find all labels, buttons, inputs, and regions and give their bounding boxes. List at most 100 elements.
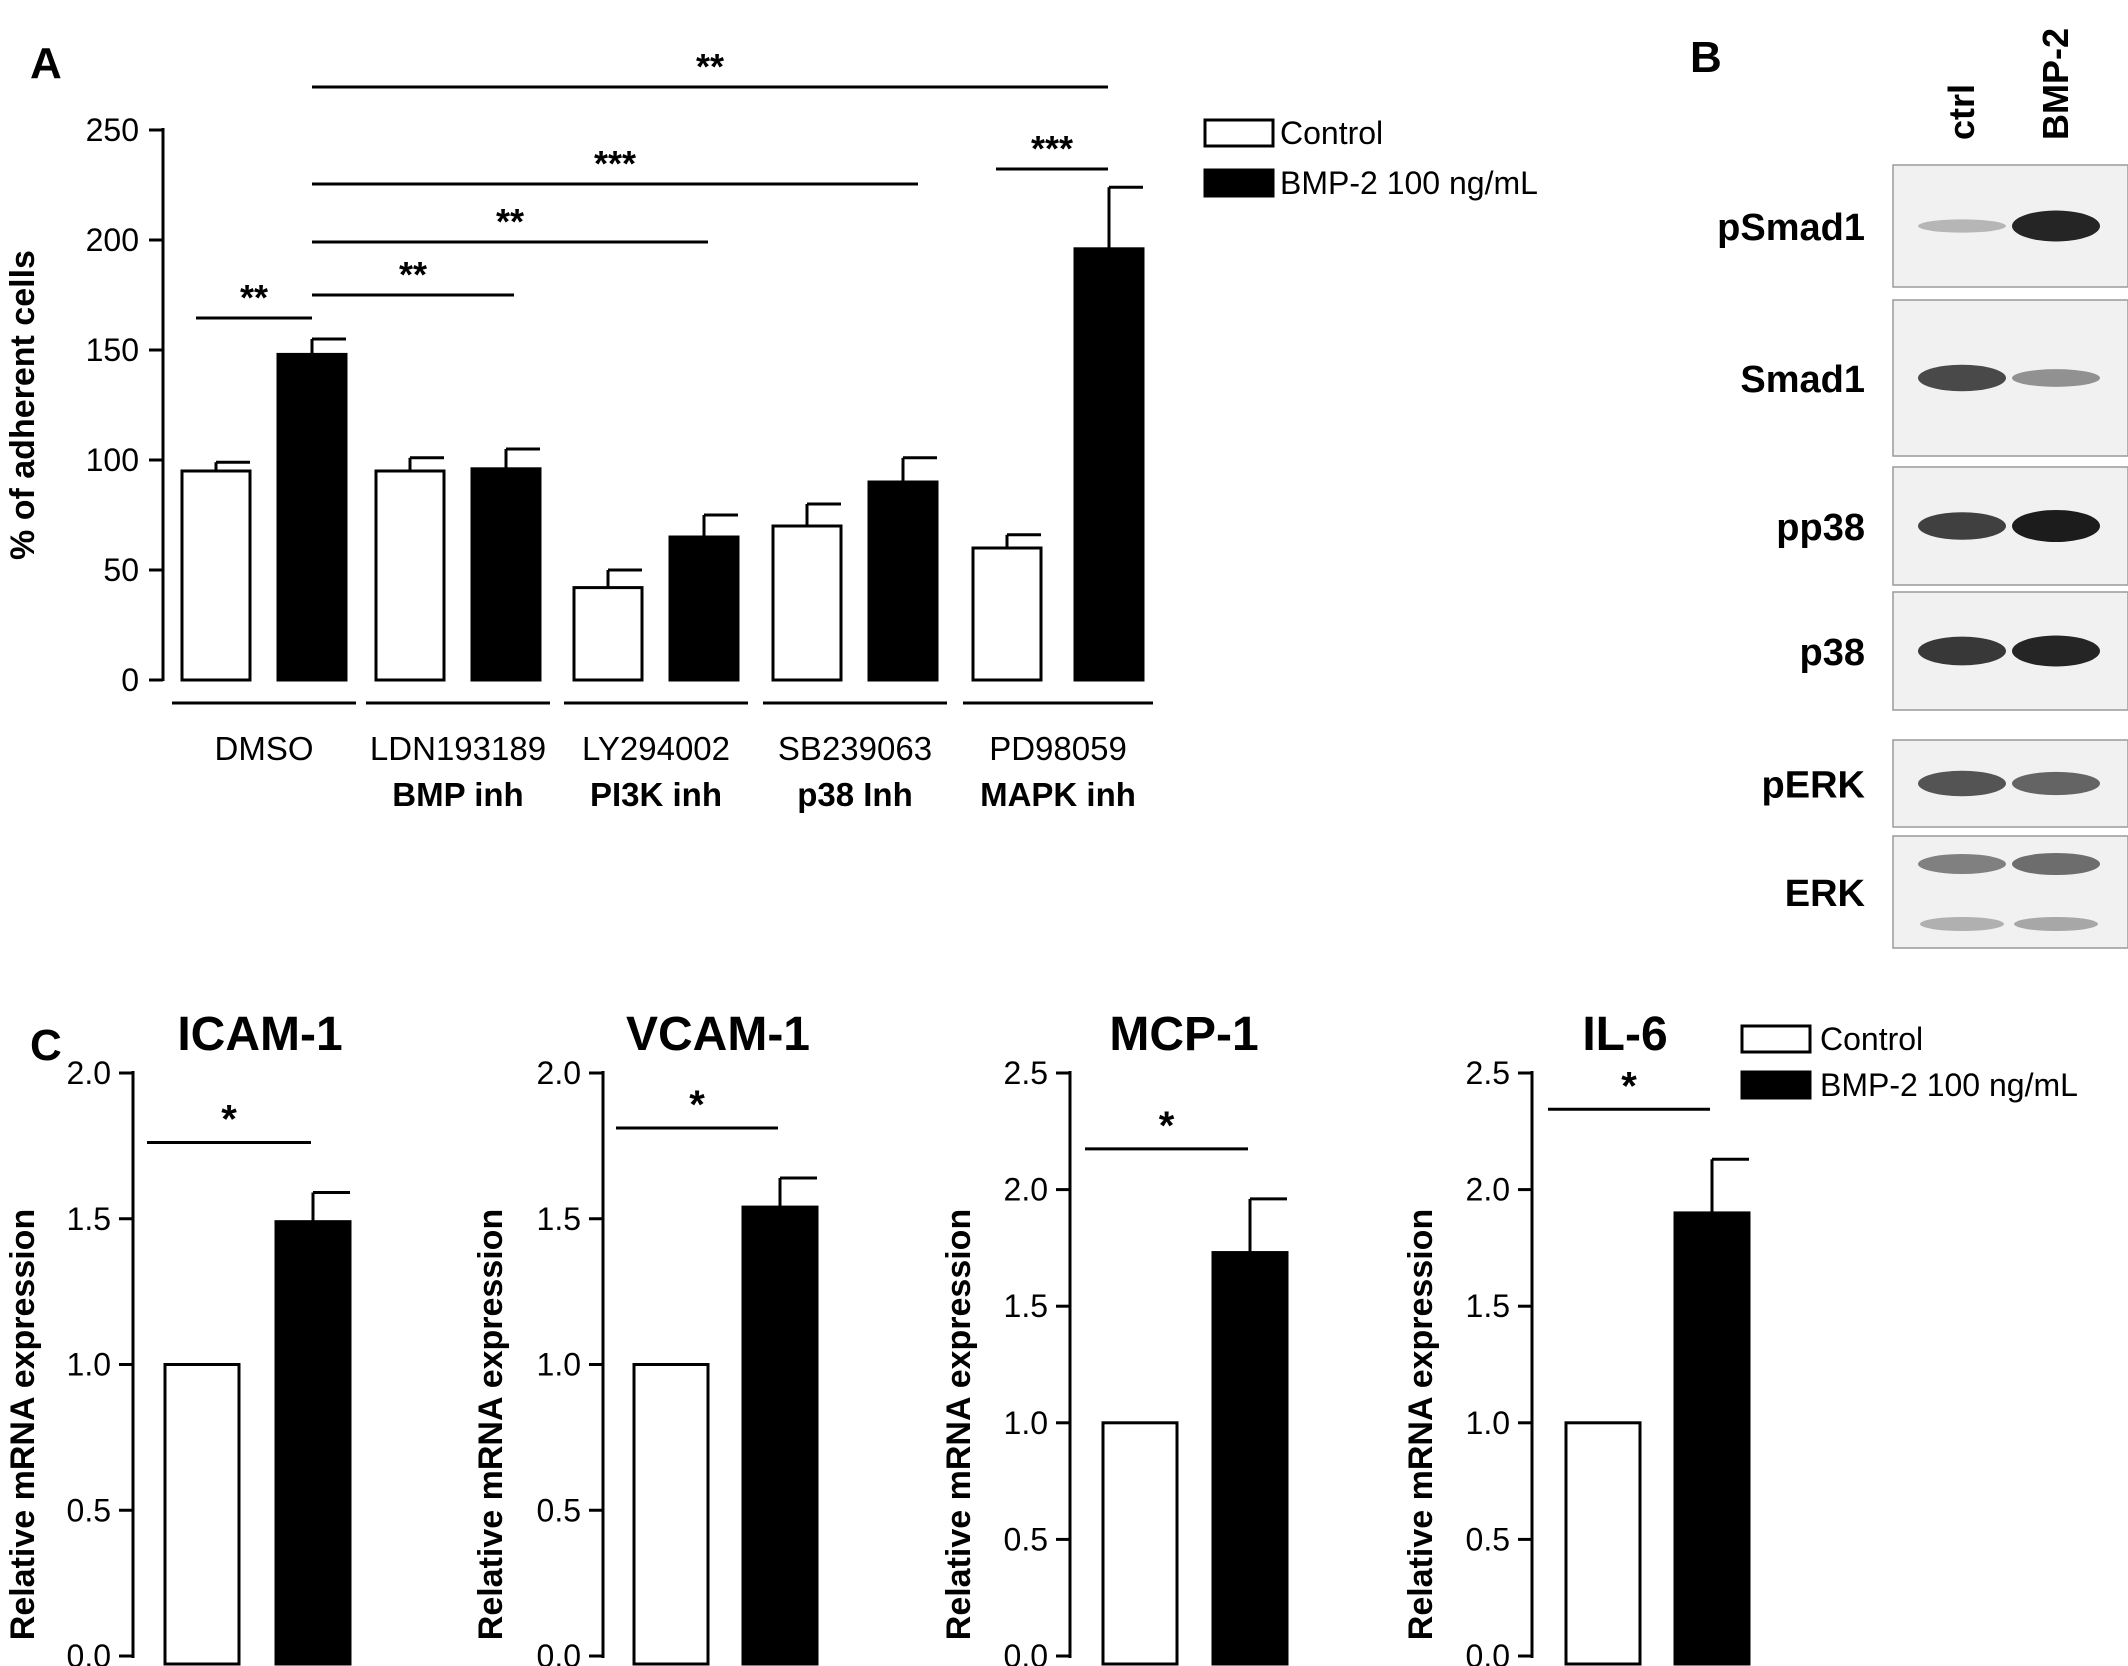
group-label-sb239063: SB239063 <box>778 730 932 767</box>
y-axis-label: Relative mRNA expression <box>472 1209 510 1640</box>
y-tick-label: 2.0 <box>537 1055 581 1091</box>
blot-label-perk: pERK <box>1762 765 1866 807</box>
y-tick-label: 2.0 <box>67 1055 111 1091</box>
y-tick-label: 0.5 <box>537 1492 581 1528</box>
blot-band-erk-ctrl <box>1918 854 2006 874</box>
panel-label-a: A <box>30 39 62 88</box>
blot-label-smad1: Smad1 <box>1740 359 1865 401</box>
significance-label: ** <box>696 46 724 87</box>
y-tick-label: 2.5 <box>1466 1055 1510 1091</box>
blot-band-erk-bmp-2 <box>2012 852 2100 876</box>
y-tick-label: 0.5 <box>67 1492 111 1528</box>
y-tick-label: 1.5 <box>1004 1288 1048 1324</box>
significance-label: ** <box>496 201 524 242</box>
group-label-ldn193189: LDN193189 <box>370 730 546 767</box>
bar-control-icam-1 <box>163 1363 241 1666</box>
y-tick-label-a: 200 <box>86 222 139 258</box>
group-sublabel: p38 Inh <box>797 776 913 813</box>
y-tick-label: 2.0 <box>1004 1172 1048 1208</box>
blot-band-pp38-ctrl <box>1918 512 2006 540</box>
y-tick-label: 1.5 <box>1466 1288 1510 1324</box>
group-sublabel: BMP inh <box>392 776 523 813</box>
blot-label-pp38: pp38 <box>1776 507 1865 549</box>
y-tick-label-a: 0 <box>121 662 139 698</box>
bar-control-il-6 <box>1564 1421 1642 1666</box>
lane-label-bmp-2: BMP-2 <box>2035 28 2076 140</box>
blot-band-psmad1-ctrl <box>1918 219 2006 233</box>
legend-control-label: Control <box>1280 115 1383 151</box>
y-tick-label-a: 250 <box>86 112 139 148</box>
y-tick-label: 0.0 <box>67 1638 111 1666</box>
legend-c-control-label: Control <box>1820 1021 1923 1057</box>
y-tick-label: 0.0 <box>537 1638 581 1666</box>
blot-band-perk-bmp-2 <box>2012 771 2100 796</box>
group-sublabel: PI3K inh <box>590 776 722 813</box>
y-tick-label: 1.0 <box>1466 1405 1510 1441</box>
significance-label: * <box>1621 1064 1637 1108</box>
blot-label-p38: p38 <box>1800 632 1865 674</box>
group-label-pd98059: PD98059 <box>989 730 1127 767</box>
y-tick-label: 1.0 <box>67 1347 111 1383</box>
blot-band-perk-ctrl <box>1918 770 2006 797</box>
significance-label: ** <box>240 277 268 318</box>
chart-icam-1: ICAM-1 0.0 0.5 1.0 1.5 2.0 Relative mRNA expre… <box>4 1008 352 1666</box>
western-blot: ctrl BMP-2 pSmad1 Smad1 pp38 p38 pERK ERK <box>1717 28 2128 949</box>
legend-c-bmp2-label: BMP-2 100 ng/mL <box>1820 1067 2078 1103</box>
chart-c: ICAM-1 0.0 0.5 1.0 1.5 2.0 Relative mRNA expre… <box>4 1008 1751 1666</box>
legend-c-bmp2-swatch <box>1740 1070 1812 1100</box>
blot-strip-erk <box>1892 835 2128 949</box>
y-tick-label: 0.5 <box>1466 1521 1510 1557</box>
bar-control-mcp-1 <box>1101 1421 1179 1666</box>
legend-bmp2-swatch <box>1203 168 1275 198</box>
y-tick-label: 1.5 <box>537 1201 581 1237</box>
y-axis-label-a: % of adherent cells <box>4 250 42 560</box>
chart-mcp-1: MCP-1 0.0 0.5 1.0 1.5 2.0 2.5 Relative mRNA exp… <box>940 1008 1289 1666</box>
bar-bmp-2-100-ng-ml-il-6 <box>1673 1211 1751 1666</box>
bar-bmp-2-100-ng-ml-dmso <box>276 352 348 682</box>
y-tick-label: 2.0 <box>1466 1172 1510 1208</box>
bar-control-pd98059 <box>971 546 1043 682</box>
y-tick-label: 0.0 <box>1466 1638 1510 1666</box>
significance-label: * <box>221 1098 237 1142</box>
bar-bmp-2-100-ng-ml-icam-1 <box>274 1220 352 1666</box>
bar-control-dmso <box>180 469 252 682</box>
blot-band-smad1-bmp-2 <box>2012 369 2100 387</box>
blot-label-erk: ERK <box>1785 873 1866 915</box>
y-tick-label: 0.5 <box>1004 1521 1048 1557</box>
chart-a: 0 50 100 150 200 250 % of adherent cells DMSO LD… <box>4 46 1153 813</box>
chart-title-mcp-1: MCP-1 <box>1109 1008 1258 1061</box>
group-label-ly294002: LY294002 <box>582 730 730 767</box>
y-tick-label: 2.5 <box>1004 1055 1048 1091</box>
bar-bmp-2-100-ng-ml-pd98059 <box>1073 247 1145 682</box>
bar-control-vcam-1 <box>632 1363 710 1666</box>
y-axis-label: Relative mRNA expression <box>4 1209 42 1640</box>
chart-il-6: IL-6 0.0 0.5 1.0 1.5 2.0 2.5 Relative mRNA expr… <box>1402 1008 1751 1666</box>
group-label-dmso: DMSO <box>215 730 314 767</box>
legend-c-control-swatch <box>1740 1024 1812 1054</box>
y-tick-label: 0.0 <box>1004 1638 1048 1666</box>
y-tick-label-a: 100 <box>86 442 139 478</box>
significance-label: *** <box>594 143 636 184</box>
y-tick-label: 1.0 <box>537 1347 581 1383</box>
lane-label-ctrl: ctrl <box>1941 84 1982 140</box>
chart-title-vcam-1: VCAM-1 <box>626 1008 810 1061</box>
y-axis-label: Relative mRNA expression <box>940 1209 978 1640</box>
blot-band-p38-ctrl <box>1918 636 2006 666</box>
blot-band-erk2-bmp-2 <box>2014 917 2098 931</box>
y-tick-label: 1.5 <box>67 1201 111 1237</box>
y-tick-label-a: 50 <box>103 552 139 588</box>
blot-band-psmad1-bmp-2 <box>2012 210 2100 242</box>
bar-bmp-2-100-ng-ml-ly294002 <box>668 535 740 682</box>
legend-c: Control BMP-2 100 ng/mL <box>1740 1021 2078 1103</box>
legend-bmp2-label: BMP-2 100 ng/mL <box>1280 165 1538 201</box>
blot-band-p38-bmp-2 <box>2012 635 2100 667</box>
legend-a: Control BMP-2 100 ng/mL <box>1203 115 1538 201</box>
significance-label: * <box>1159 1104 1175 1148</box>
blot-band-pp38-bmp-2 <box>2012 510 2100 542</box>
legend-control-swatch <box>1203 118 1275 148</box>
chart-title-icam-1: ICAM-1 <box>177 1008 342 1061</box>
y-tick-label-a: 150 <box>86 332 139 368</box>
bar-bmp-2-100-ng-ml-ldn193189 <box>470 467 542 682</box>
significance-label: * <box>689 1083 705 1127</box>
